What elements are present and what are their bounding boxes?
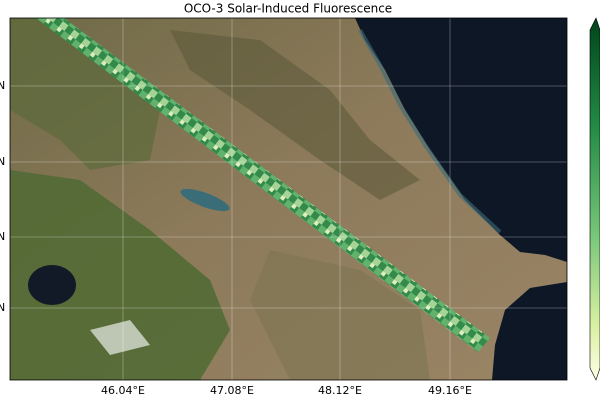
- coast: [358, 29, 502, 234]
- sif-swath: [36, 18, 490, 352]
- lat-tick-label: N: [0, 79, 5, 92]
- sea: [492, 282, 567, 380]
- plain: [250, 250, 430, 380]
- lake: [28, 265, 76, 305]
- lat-tick-label: N: [0, 301, 5, 314]
- colorbar: [589, 17, 600, 381]
- map-area: [10, 18, 567, 380]
- lat-tick-label: N: [0, 155, 5, 168]
- forest: [10, 18, 160, 170]
- sea: [355, 18, 567, 262]
- graticule: [10, 18, 567, 380]
- lat-tick-label: N: [0, 230, 5, 243]
- lon-tick-label: 47.08°E: [210, 384, 254, 397]
- lon-tick-label: 49.16°E: [428, 384, 472, 397]
- lon-tick-label: 46.04°E: [101, 384, 145, 397]
- mountains: [170, 30, 420, 200]
- lon-tick-label: 48.12°E: [318, 384, 362, 397]
- forest: [10, 170, 230, 380]
- map-frame: [9, 17, 568, 381]
- clouds: [90, 320, 150, 355]
- map-title: OCO-3 Solar-Induced Fluorescence: [184, 2, 392, 16]
- lake: [180, 188, 230, 212]
